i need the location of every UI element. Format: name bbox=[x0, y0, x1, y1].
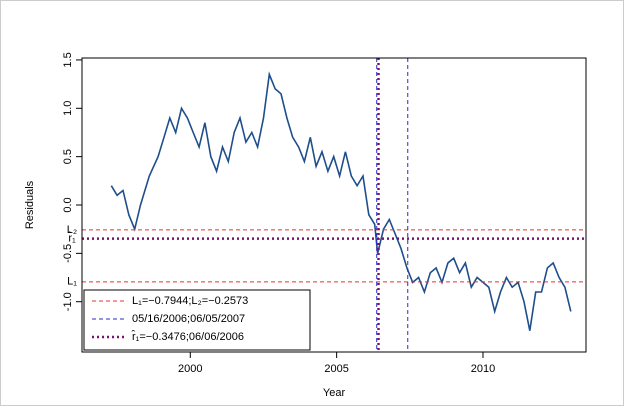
y-tick-label: 0.0 bbox=[62, 197, 74, 212]
legend-label: r̂₁=−0.3476;06/06/2006 bbox=[131, 329, 244, 343]
series-line bbox=[110, 71, 572, 331]
legend-label: L₁=−0.7944;L₂=−0.2573 bbox=[132, 295, 248, 307]
axis-annotation: L₂ bbox=[67, 224, 77, 236]
x-axis-label: Year bbox=[323, 387, 346, 399]
y-tick-label: -1.0 bbox=[62, 292, 74, 311]
y-tick-label: 1.0 bbox=[62, 101, 74, 116]
y-axis-label: Residuals bbox=[24, 180, 36, 229]
axis-annotation: r̂₁ bbox=[68, 230, 76, 244]
y-tick-label: 1.5 bbox=[62, 52, 74, 67]
x-tick-label: 2005 bbox=[324, 363, 348, 375]
legend-box bbox=[83, 289, 311, 351]
x-tick-label: 2000 bbox=[178, 363, 202, 375]
plot-frame bbox=[81, 57, 587, 353]
y-tick-label: -0.5 bbox=[62, 244, 74, 263]
legend-label: 05/16/2006;06/05/2007 bbox=[132, 313, 245, 325]
axis-annotation: L₁ bbox=[67, 276, 77, 288]
y-tick-label: 0.5 bbox=[62, 149, 74, 164]
x-tick-label: 2010 bbox=[471, 363, 495, 375]
